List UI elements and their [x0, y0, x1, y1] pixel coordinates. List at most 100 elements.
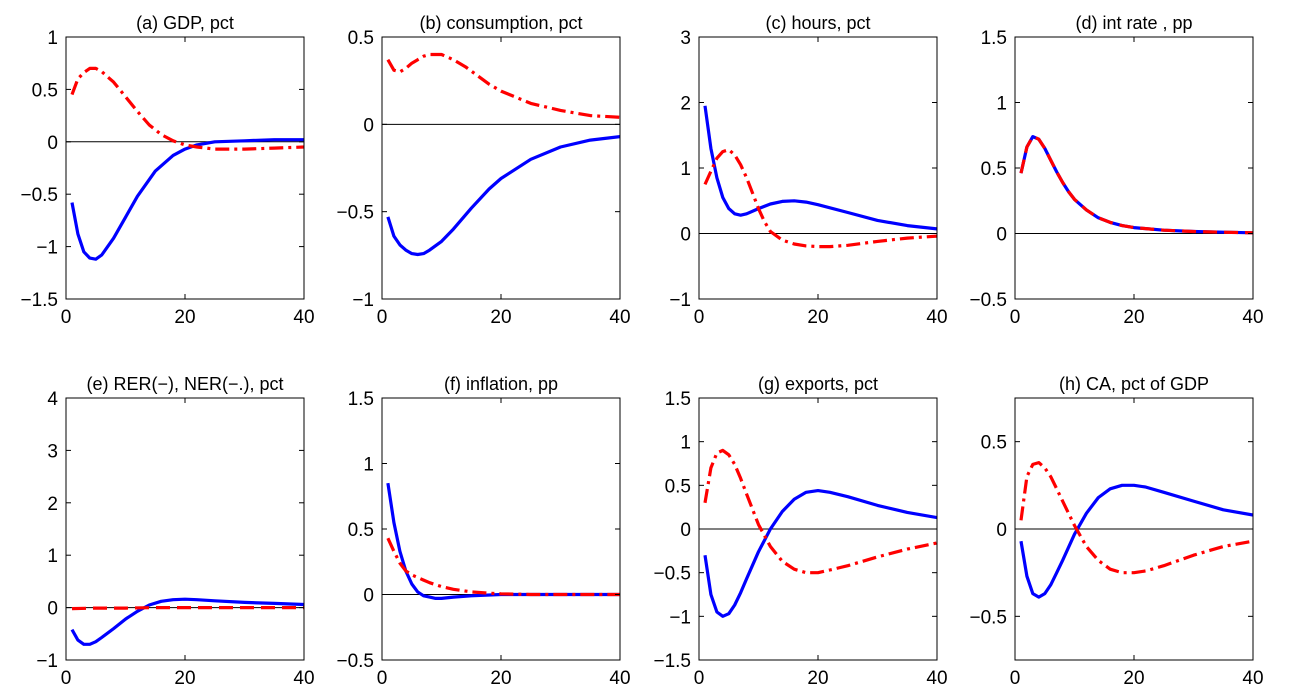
y-tick-label: 0.5 — [32, 80, 58, 101]
x-tick-label: 40 — [609, 307, 630, 328]
series-0-line — [1019, 135, 1253, 235]
panel-title: (d) int rate , pp — [1075, 13, 1192, 33]
x-tick-label: 20 — [1123, 307, 1144, 328]
y-tick-label: −1 — [36, 651, 58, 672]
y-tick-label: 2 — [680, 94, 691, 115]
y-tick-label: −0.5 — [653, 564, 691, 585]
x-tick-label: 0 — [694, 668, 705, 689]
panel-title: (c) hours, pct — [765, 13, 870, 33]
x-tick-label: 40 — [293, 307, 314, 328]
y-tick-label: 0 — [680, 225, 691, 246]
series-1-line — [703, 448, 937, 575]
y-tick-label: 0.5 — [981, 159, 1007, 180]
plot-frame — [65, 397, 305, 661]
series-1-line — [71, 606, 304, 611]
x-tick-label: 0 — [1010, 307, 1021, 328]
y-tick-label: −1 — [36, 238, 58, 259]
y-tick-label: 1 — [680, 433, 691, 454]
panel-title: (h) CA, pct of GDP — [1059, 374, 1209, 394]
y-tick-label: −0.5 — [336, 651, 374, 672]
x-tick-label: 0 — [61, 668, 72, 689]
plot-frame — [65, 36, 305, 300]
panel-title: (b) consumption, pct — [419, 13, 582, 33]
series-0-line — [703, 105, 937, 231]
y-tick-label: 1 — [680, 159, 691, 180]
series-0-line — [386, 482, 620, 600]
y-tick-label: 1 — [47, 28, 58, 49]
y-tick-label: 1 — [47, 546, 58, 567]
panel-title: (a) GDP, pct — [136, 13, 234, 33]
x-tick-label: 0 — [1010, 668, 1021, 689]
y-tick-label: 0 — [47, 599, 58, 620]
y-tick-label: 0 — [363, 115, 374, 136]
x-tick-label: 20 — [490, 668, 511, 689]
series-1-line — [386, 537, 620, 597]
x-tick-label: 20 — [1123, 668, 1144, 689]
y-tick-label: −1 — [669, 290, 691, 311]
series-0-line — [703, 489, 937, 618]
series-0-line — [386, 135, 620, 257]
y-tick-label: −1.5 — [20, 290, 58, 311]
plot-frame — [381, 397, 621, 661]
x-tick-label: 40 — [1242, 307, 1263, 328]
x-tick-label: 0 — [694, 307, 705, 328]
y-tick-label: −0.5 — [969, 290, 1007, 311]
y-tick-label: 3 — [47, 441, 58, 462]
y-tick-label: 0.5 — [981, 433, 1007, 454]
x-tick-label: 0 — [377, 307, 388, 328]
y-tick-label: 0.5 — [348, 28, 374, 49]
x-tick-label: 20 — [807, 307, 828, 328]
panel-title: (f) inflation, pp — [444, 374, 558, 394]
x-tick-label: 40 — [293, 668, 314, 689]
y-tick-label: 1 — [996, 94, 1007, 115]
x-tick-label: 40 — [1242, 668, 1263, 689]
panel-1: (b) consumption, pct −1 −0.5 0 0.5 0 20 40 — [336, 13, 630, 328]
y-tick-label: 0 — [996, 225, 1007, 246]
series-1-line — [1019, 461, 1253, 575]
x-tick-label: 0 — [377, 668, 388, 689]
plot-frame — [381, 36, 621, 300]
x-tick-label: 20 — [490, 307, 511, 328]
y-tick-label: 3 — [680, 28, 691, 49]
x-tick-label: 20 — [807, 668, 828, 689]
series-0-line — [70, 597, 304, 646]
series-1-line — [386, 52, 620, 119]
y-tick-label: −0.5 — [969, 607, 1007, 628]
y-tick-label: 0 — [996, 520, 1007, 541]
y-tick-label: −0.5 — [336, 203, 374, 224]
x-tick-label: 40 — [609, 668, 630, 689]
y-tick-label: 2 — [47, 494, 58, 515]
panel-0: (a) GDP, pct −1.5 −1 −0.5 0 0.5 1 0 20 40 — [20, 13, 314, 328]
y-tick-label: 0.5 — [665, 476, 691, 497]
series-1-line — [1019, 135, 1253, 235]
x-tick-label: 40 — [926, 668, 947, 689]
series-1-line — [70, 66, 304, 151]
y-tick-label: −1 — [352, 290, 374, 311]
panel-title: (e) RER(−), NER(−.), pct — [86, 374, 283, 394]
y-tick-label: 0 — [363, 586, 374, 607]
y-tick-label: 0 — [47, 133, 58, 154]
y-tick-label: −1.5 — [653, 651, 691, 672]
y-tick-label: 1.5 — [348, 389, 374, 410]
x-tick-label: 40 — [926, 307, 947, 328]
panel-6: (g) exports, pct −1.5 −1 −0.5 0 0.5 1 1.5 0 20 40 — [653, 374, 947, 689]
panel-3: (d) int rate , pp−0.500.511.50 20 40 — [969, 13, 1263, 328]
series-0-line — [1019, 483, 1253, 599]
plot-frame — [698, 36, 938, 300]
y-tick-label: 1.5 — [665, 389, 691, 410]
y-tick-label: −1 — [669, 607, 691, 628]
y-tick-label: −0.5 — [20, 185, 58, 206]
y-tick-label: 1.5 — [981, 28, 1007, 49]
x-tick-label: 20 — [174, 668, 195, 689]
series-0-line — [70, 138, 304, 261]
panel-7: (h) CA, pct of GDP −0.5 0 0.5 0 20 40 — [969, 374, 1263, 689]
x-tick-label: 20 — [174, 307, 195, 328]
y-tick-label: 0 — [680, 520, 691, 541]
series-1-line — [703, 148, 937, 249]
panel-5: (f) inflation, pp−0.500.511.50 20 40 — [336, 374, 630, 689]
y-tick-label: 1 — [363, 455, 374, 476]
panel-title: (g) exports, pct — [758, 374, 878, 394]
